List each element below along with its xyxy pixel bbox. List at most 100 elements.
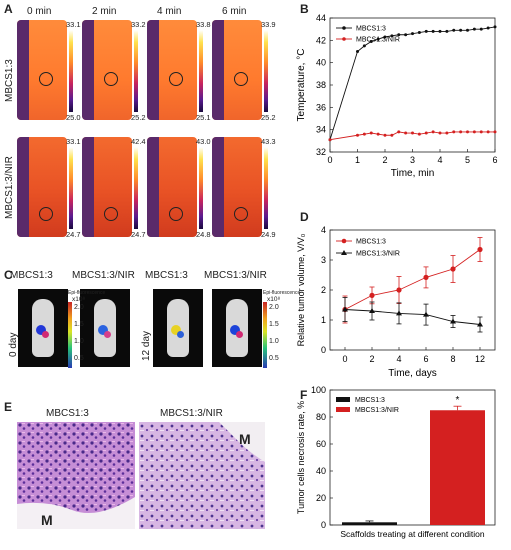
time-label-1: 2 min	[92, 6, 117, 17]
x-tick-label: 8	[450, 354, 455, 364]
row-label-1: MBCS1:3/NIR	[4, 156, 15, 219]
y-tick-label: 0	[321, 345, 326, 355]
temperature-colorbar	[264, 30, 268, 112]
x-tick-label: 3	[410, 155, 415, 165]
y-tick-label: 40	[316, 58, 326, 68]
data-point	[397, 33, 401, 37]
data-point	[431, 29, 435, 33]
colorbar-min: 24.8	[196, 230, 211, 239]
data-point	[417, 132, 421, 136]
data-point	[396, 287, 402, 293]
thermal-background	[212, 137, 224, 237]
y-tick-label: 4	[321, 225, 326, 235]
imaging-header-0: MBCS1:3	[10, 270, 53, 281]
data-point	[376, 132, 380, 136]
temperature-colorbar	[134, 30, 138, 112]
thermal-image	[147, 20, 197, 120]
fluorescence-tick: 2.0	[269, 304, 279, 311]
data-point	[369, 39, 373, 43]
fluorescence-colorbar	[263, 302, 267, 368]
data-point	[424, 29, 428, 33]
fluorescence-tick: 2.0	[74, 304, 84, 311]
fluorescence-tick: 1.5	[269, 321, 279, 328]
thermal-background	[147, 137, 159, 237]
data-point	[369, 308, 375, 313]
temperature-colorbar	[69, 147, 73, 229]
data-point	[472, 130, 476, 134]
legend-marker	[341, 250, 347, 255]
histo-mark-right: M	[239, 431, 251, 447]
colorbar-exponent: x10⁸	[72, 296, 86, 303]
fluorescence-colorbar	[68, 302, 72, 368]
data-point	[404, 33, 408, 37]
data-point	[459, 28, 463, 32]
x-tick-label: 5	[465, 155, 470, 165]
thermal-background	[82, 20, 94, 120]
colorbar-max: 43.0	[196, 137, 211, 146]
mouse-image	[212, 289, 262, 367]
series-line-0	[344, 249, 481, 310]
x-tick-label: 2	[369, 354, 374, 364]
y-tick-label: 36	[316, 102, 326, 112]
laser-spot-circle	[234, 72, 248, 86]
data-point	[486, 26, 490, 30]
data-point	[417, 31, 421, 35]
data-point	[450, 318, 456, 324]
data-point	[356, 133, 359, 137]
data-point	[369, 131, 373, 135]
data-point	[362, 44, 366, 48]
x-tick-label: 0	[342, 354, 347, 364]
data-point	[383, 35, 387, 39]
colorbar-max: 42.4	[131, 137, 146, 146]
y-tick-label: 38	[316, 80, 326, 90]
time-label-3: 6 min	[222, 6, 247, 17]
legend-label: MBCS1:3	[356, 26, 386, 33]
y-tick-label: 34	[316, 125, 326, 135]
signal-spot	[171, 325, 181, 335]
y-tick-label: 44	[316, 13, 326, 23]
histo-mark-left: M	[41, 512, 53, 528]
data-point	[486, 130, 490, 134]
histology-image-right: M	[139, 422, 265, 529]
data-point	[390, 34, 394, 38]
mouse-image	[18, 289, 68, 367]
legend-marker	[341, 238, 347, 244]
colorbar-max: 43.3	[261, 137, 276, 146]
legend-label: MBCS1:3	[355, 397, 385, 404]
y-tick-label: 3	[321, 255, 326, 265]
data-point	[396, 310, 402, 316]
histology-right-svg: M	[139, 422, 265, 529]
significance-mark: *	[456, 395, 460, 406]
data-point	[438, 29, 442, 33]
data-point	[411, 32, 414, 36]
temperature-colorbar	[199, 30, 203, 112]
imaging-header-2: MBCS1:3	[145, 270, 188, 281]
laser-spot-circle	[104, 207, 118, 221]
legend-swatch	[336, 407, 350, 412]
y-tick-label: 32	[316, 147, 326, 157]
x-tick-label: 4	[437, 155, 442, 165]
thermal-image	[17, 20, 67, 120]
y-tick-label: 60	[316, 439, 326, 449]
data-point	[472, 27, 476, 31]
data-point	[479, 130, 483, 134]
data-point	[445, 29, 449, 33]
thermal-background	[17, 137, 29, 237]
imaging-header-3: MBCS1:3/NIR	[204, 270, 267, 281]
histology-image-left: M	[17, 422, 135, 529]
mouse-image	[80, 289, 130, 367]
data-point	[362, 132, 366, 136]
colorbar-min: 25.2	[261, 113, 276, 122]
fluorescence-tick: 1.0	[269, 338, 279, 345]
thermal-image	[82, 137, 132, 237]
signal-spot	[104, 331, 111, 338]
thermal-background	[17, 20, 29, 120]
data-point	[404, 131, 408, 135]
row-label-0: MBCS1:3	[4, 59, 15, 102]
thermal-image	[147, 137, 197, 237]
x-axis-label: Time, days	[388, 368, 437, 379]
colorbar-max: 33.8	[196, 20, 211, 29]
data-point	[493, 25, 497, 29]
panel-e-letter: E	[4, 400, 13, 414]
